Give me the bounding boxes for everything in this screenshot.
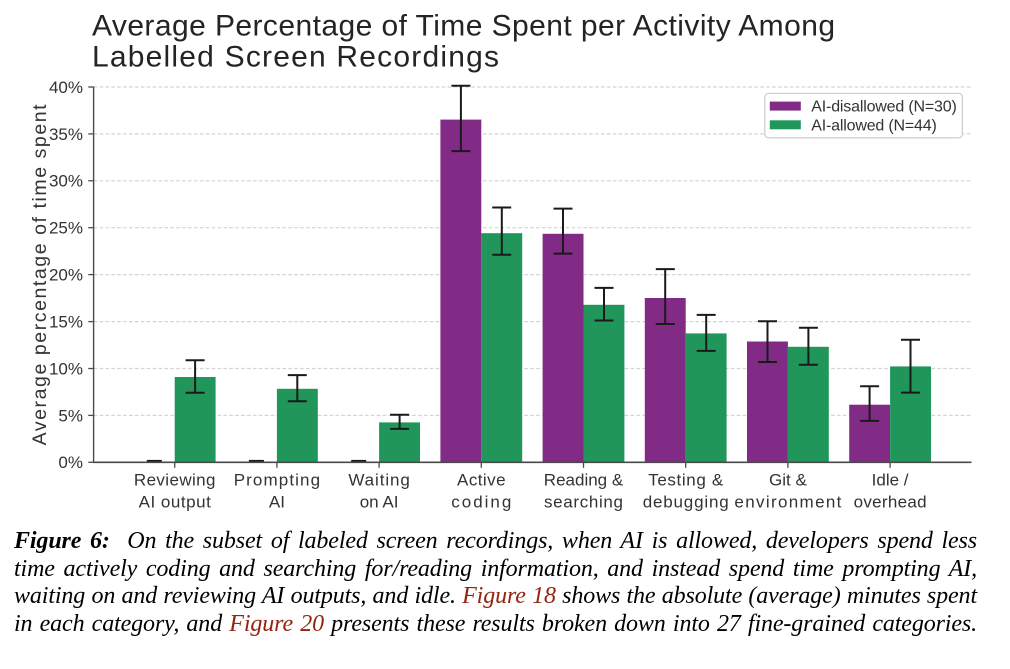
svg-text:Average percentage of time spe: Average percentage of time spent: [29, 104, 51, 446]
svg-text:Git &: Git &: [769, 470, 807, 489]
svg-text:30%: 30%: [49, 172, 83, 191]
svg-text:0%: 0%: [58, 453, 83, 472]
svg-text:AI: AI: [269, 493, 285, 512]
svg-text:20%: 20%: [49, 266, 83, 285]
svg-text:Prompting: Prompting: [234, 470, 320, 489]
svg-text:Reading &: Reading &: [544, 470, 624, 489]
svg-text:10%: 10%: [49, 359, 83, 378]
svg-text:Reviewing: Reviewing: [134, 470, 216, 489]
svg-text:Waiting: Waiting: [348, 470, 410, 489]
svg-text:searching: searching: [544, 493, 623, 512]
svg-text:35%: 35%: [49, 125, 83, 144]
svg-text:AI-disallowed (N=30): AI-disallowed (N=30): [811, 99, 957, 116]
svg-text:coding: coding: [451, 493, 511, 512]
svg-text:debugging: debugging: [643, 493, 729, 512]
svg-text:15%: 15%: [49, 313, 83, 332]
svg-text:on AI: on AI: [360, 493, 399, 512]
svg-text:40%: 40%: [49, 78, 83, 97]
svg-text:Labelled Screen Recordings: Labelled Screen Recordings: [92, 40, 499, 73]
svg-text:Testing &: Testing &: [648, 470, 724, 489]
svg-text:environment: environment: [734, 493, 841, 512]
svg-text:5%: 5%: [58, 406, 83, 425]
svg-text:AI-allowed (N=44): AI-allowed (N=44): [811, 117, 937, 134]
svg-text:Active: Active: [457, 470, 506, 489]
svg-text:AI output: AI output: [139, 493, 211, 512]
svg-text:Idle /: Idle /: [872, 470, 909, 489]
svg-text:overhead: overhead: [854, 493, 927, 512]
svg-text:25%: 25%: [49, 219, 83, 238]
svg-text:Average Percentage of Time Spe: Average Percentage of Time Spent per Act…: [92, 10, 835, 43]
